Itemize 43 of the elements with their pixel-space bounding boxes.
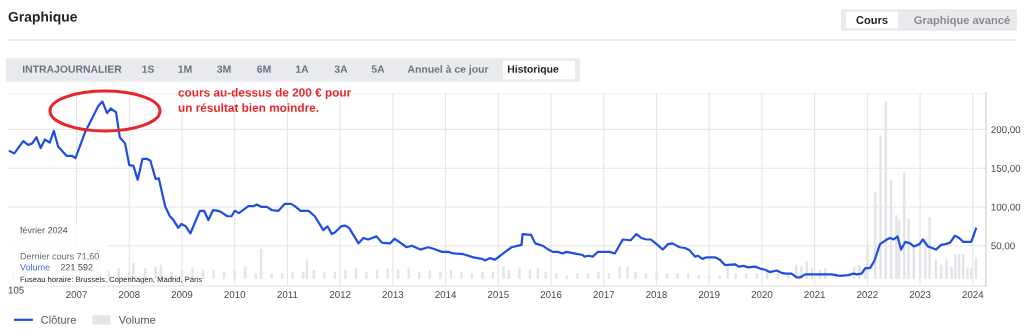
x-tick-label: 2016 <box>540 291 562 298</box>
text: 6M <box>257 65 271 73</box>
y-tick-label: 150,00 <box>991 164 1021 173</box>
x-tick-label: 2007 <box>66 291 87 298</box>
annotation: 221 592 <box>60 264 93 271</box>
x-tick-label: 2010 <box>224 291 246 298</box>
y-tick-label: 50,00 <box>991 242 1015 251</box>
text: 105 <box>8 286 24 294</box>
x-tick-label: 2023 <box>909 291 931 298</box>
x-tick-label: 2017 <box>593 291 615 298</box>
x-tick-label: 2015 <box>487 291 509 298</box>
text: Cours <box>856 16 888 24</box>
x-tick-label: 2009 <box>171 291 193 298</box>
x-tick-label: 2019 <box>698 291 720 298</box>
text: 5A <box>371 65 385 73</box>
y-tick-label: 100,00 <box>991 203 1021 212</box>
text: INTRAJOURNALIER <box>22 65 122 73</box>
text: 3M <box>217 65 231 73</box>
legend-label: Volume <box>118 315 156 324</box>
x-tick-label: 2014 <box>435 291 457 298</box>
chart-title: Graphique <box>8 11 77 25</box>
y-tick-label: 200,00 <box>991 126 1021 135</box>
text: Graphique avancé <box>914 15 1010 27</box>
text: Annuel à ce jour <box>407 65 489 75</box>
x-tick-label: 2020 <box>751 291 773 298</box>
x-tick-label: 2024 <box>962 291 984 298</box>
text: 1S <box>142 65 154 73</box>
x-tick-label: 2012 <box>329 291 351 298</box>
text: 1A <box>296 65 309 73</box>
x-tick-label: 2011 <box>277 291 298 298</box>
x-tick-label: 2022 <box>857 291 878 298</box>
x-tick-label: 2021 <box>804 291 825 298</box>
text: Historique <box>507 65 559 75</box>
text: 1M <box>178 65 192 73</box>
annotation: Dernier cours 71,60 <box>20 252 99 261</box>
annotation: février 2024 <box>20 226 68 234</box>
annotation: Volume <box>20 263 50 271</box>
x-tick-label: 2018 <box>646 291 667 298</box>
x-tick-label: 2008 <box>118 291 140 298</box>
text: 3A <box>334 65 348 73</box>
x-tick-label: 2013 <box>382 291 404 298</box>
legend-label: Clôture <box>41 315 76 324</box>
annotation: cours au-dessus de 200 € pour un résultat bien moindre. <box>178 88 352 112</box>
